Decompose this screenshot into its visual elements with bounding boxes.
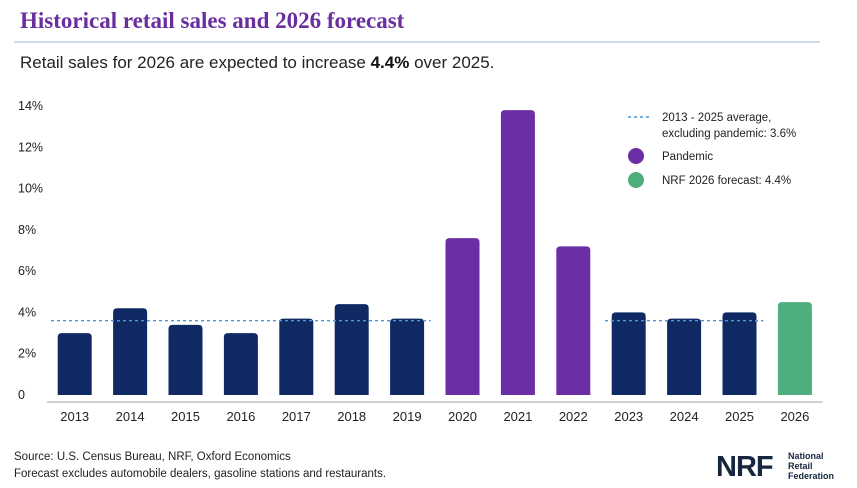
y-tick-label: 2% bbox=[18, 347, 36, 361]
bar-2026 bbox=[777, 302, 812, 395]
x-tick-label: 2023 bbox=[614, 409, 643, 424]
source-note: Source: U.S. Census Bureau, NRF, Oxford … bbox=[14, 451, 291, 463]
legend-pandemic-swatch bbox=[628, 148, 644, 164]
y-tick-label: 10% bbox=[18, 182, 43, 196]
title-divider bbox=[14, 41, 820, 43]
bar-2013 bbox=[57, 333, 92, 395]
x-tick-label: 2015 bbox=[171, 409, 200, 424]
legend-forecast-swatch bbox=[628, 172, 644, 188]
x-tick-label: 2021 bbox=[503, 409, 532, 424]
legend-pandemic-label: Pandemic bbox=[662, 151, 713, 163]
subtitle-text-start: Retail sales for 2026 are expected to in… bbox=[20, 53, 371, 72]
nrf-logo-line: National bbox=[788, 451, 824, 461]
bar-2020 bbox=[445, 238, 480, 395]
bar-2025 bbox=[722, 312, 757, 395]
nrf-logo-line: Federation bbox=[788, 471, 835, 481]
x-tick-label: 2020 bbox=[448, 409, 477, 424]
y-tick-label: 12% bbox=[18, 140, 43, 154]
y-tick-label: 8% bbox=[18, 223, 36, 237]
chart-title: Historical retail sales and 2026 forecas… bbox=[20, 8, 405, 33]
x-tick-label: 2024 bbox=[670, 409, 699, 424]
legend-average-label-line2: excluding pandemic: 3.6% bbox=[662, 128, 796, 140]
x-tick-label: 2026 bbox=[780, 409, 809, 424]
y-tick-label: 0 bbox=[18, 388, 25, 402]
bar-2018 bbox=[334, 304, 369, 395]
bar-2019 bbox=[390, 318, 425, 395]
x-tick-label: 2014 bbox=[116, 409, 145, 424]
nrf-logo-mark: NRF bbox=[716, 451, 774, 483]
subtitle-highlight: 4.4% bbox=[370, 53, 410, 72]
legend: 2013 - 2025 average, excluding pandemic:… bbox=[628, 112, 796, 188]
bar-2022 bbox=[556, 246, 591, 395]
y-tick-label: 6% bbox=[18, 264, 36, 278]
x-tick-label: 2022 bbox=[559, 409, 588, 424]
nrf-logo-text: National Retail Federation bbox=[788, 451, 834, 481]
x-tick-label: 2016 bbox=[226, 409, 255, 424]
legend-forecast-label: NRF 2026 forecast: 4.4% bbox=[662, 175, 791, 187]
subtitle-text-end: over 2025. bbox=[409, 53, 495, 72]
x-tick-label: 2018 bbox=[337, 409, 366, 424]
x-tick-label: 2019 bbox=[393, 409, 422, 424]
x-tick-label: 2025 bbox=[725, 409, 754, 424]
bar-2024 bbox=[667, 318, 702, 395]
bars bbox=[57, 110, 812, 395]
nrf-logo-line: Retail bbox=[788, 461, 813, 471]
y-tick-label: 14% bbox=[18, 99, 43, 113]
chart-subtitle: Retail sales for 2026 are expected to in… bbox=[20, 53, 494, 73]
y-axis: 0 2% 4% 6% 8% 10% 12% 14% bbox=[18, 99, 43, 402]
forecast-note: Forecast excludes automobile dealers, ga… bbox=[14, 468, 387, 480]
bar-2023 bbox=[611, 312, 646, 395]
bar-2015 bbox=[168, 324, 203, 395]
bar-2017 bbox=[279, 318, 314, 395]
x-tick-label: 2013 bbox=[60, 409, 89, 424]
y-tick-label: 4% bbox=[18, 305, 36, 319]
nrf-logo: NRF National Retail Federation bbox=[716, 450, 842, 484]
x-tick-label: 2017 bbox=[282, 409, 311, 424]
bar-2016 bbox=[223, 333, 258, 395]
legend-average-label-line1: 2013 - 2025 average, bbox=[662, 112, 771, 124]
x-axis-labels: 2013 2014 2015 2016 2017 2018 2019 2020 2021 2022… bbox=[60, 409, 809, 424]
bar-2021 bbox=[500, 110, 535, 395]
bar-2014 bbox=[113, 308, 148, 395]
